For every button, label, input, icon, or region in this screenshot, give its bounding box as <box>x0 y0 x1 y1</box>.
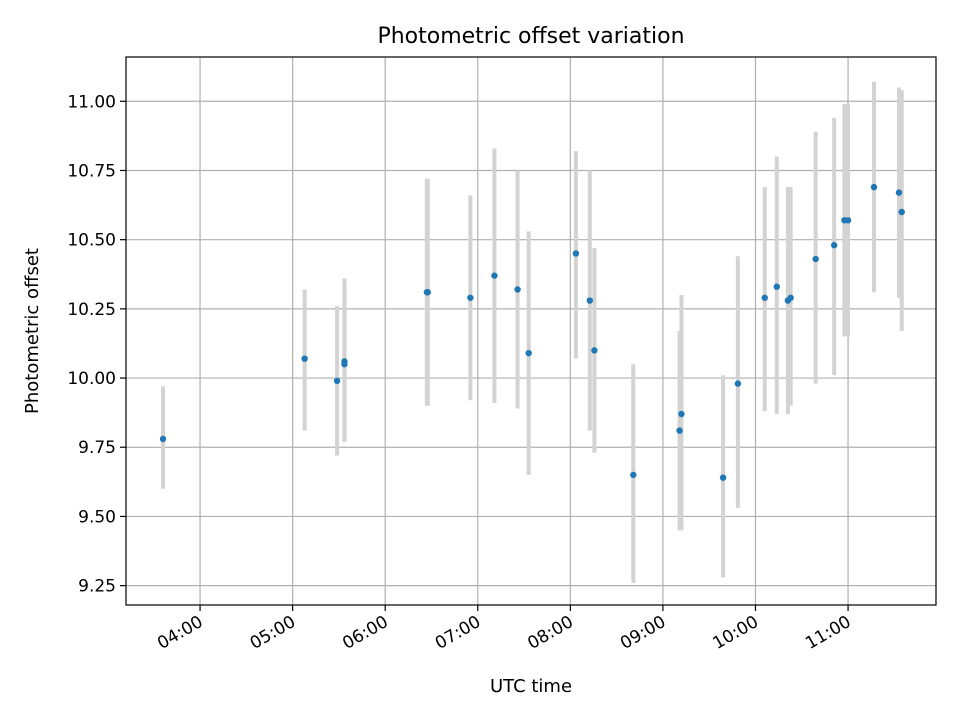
data-point <box>491 272 498 279</box>
y-axis: 9.25 9.50 9.75 10.00 10.25 10.50 10.75 11.00 <box>67 92 126 597</box>
y-tick-label: 10.50 <box>67 231 116 251</box>
y-tick-label: 9.25 <box>78 577 116 597</box>
y-tick-label: 11.00 <box>67 92 116 112</box>
data-point <box>830 242 838 249</box>
data-point <box>870 183 878 191</box>
plot-frame <box>125 56 937 606</box>
data-point <box>719 474 727 481</box>
data-point <box>895 189 903 196</box>
data-point <box>898 208 905 216</box>
data-point <box>424 289 431 296</box>
data-point <box>341 361 348 368</box>
data-point <box>525 349 532 357</box>
y-axis-label: Photometric offset <box>22 248 43 414</box>
y-tick-label: 10.25 <box>67 300 116 320</box>
y-tick-label: 10.75 <box>67 161 116 181</box>
data-point <box>761 294 768 301</box>
data-point <box>333 377 341 385</box>
data-point <box>787 294 794 301</box>
x-axis-label: UTC time <box>490 676 572 697</box>
y-tick-label: 9.75 <box>78 438 116 458</box>
point-layer <box>159 183 905 481</box>
data-point <box>678 410 685 418</box>
chart-title: Photometric offset variation <box>377 24 684 49</box>
y-tick-label: 10.00 <box>67 369 116 389</box>
data-point <box>572 250 580 257</box>
data-point <box>467 294 474 301</box>
data-point <box>676 427 683 434</box>
data-point <box>514 286 521 293</box>
data-point <box>844 217 852 224</box>
y-tick-label: 9.50 <box>78 507 116 527</box>
data-point <box>586 297 593 304</box>
data-point <box>812 255 819 263</box>
data-point <box>630 471 637 479</box>
data-point <box>734 380 742 387</box>
data-point <box>773 283 780 290</box>
data-point <box>591 347 598 354</box>
data-point <box>159 435 167 443</box>
data-point <box>301 355 308 362</box>
